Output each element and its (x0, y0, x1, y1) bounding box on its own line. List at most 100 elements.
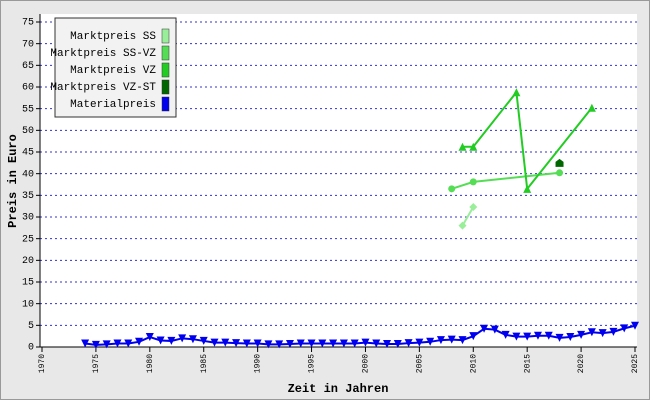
legend-swatch (161, 28, 170, 44)
marker (275, 340, 284, 349)
marker (296, 339, 305, 348)
legend-label: Marktpreis VZ (70, 65, 156, 77)
legend-label: Marktpreis SS (70, 31, 156, 43)
marker (426, 337, 435, 346)
marker (523, 332, 532, 341)
x-tick-label: 1980 (146, 354, 155, 373)
y-tick-label: 50 (22, 126, 34, 137)
marker (188, 335, 197, 344)
marker (469, 332, 478, 341)
x-tick-label: 1990 (254, 354, 263, 373)
marker (210, 338, 219, 347)
marker (447, 335, 456, 344)
marker (178, 334, 187, 343)
marker (361, 338, 370, 347)
y-tick-label: 40 (22, 169, 34, 180)
marker (577, 330, 586, 339)
marker (393, 339, 402, 348)
marker (135, 337, 144, 346)
y-tick-label: 10 (22, 299, 34, 310)
y-tick-label: 45 (22, 148, 34, 159)
x-tick-label: 1970 (38, 354, 47, 373)
x-tick-label: 2015 (523, 354, 532, 373)
y-axis-label: Preis in Euro (6, 134, 20, 228)
marker (501, 330, 510, 339)
marker (533, 331, 542, 340)
x-tick-label: 1985 (200, 354, 209, 373)
y-tick-label: 20 (22, 256, 34, 267)
marker (480, 324, 489, 333)
x-tick-label: 2010 (469, 354, 478, 373)
marker (318, 339, 327, 348)
marker (145, 333, 154, 342)
y-tick-label: 5 (28, 321, 34, 332)
series-line (461, 206, 475, 227)
marker (339, 339, 348, 348)
x-tick-label: 2020 (577, 354, 586, 373)
legend-label: Marktpreis VZ-ST (50, 82, 156, 94)
legend-label: Materialpreis (70, 99, 156, 111)
marker (523, 184, 532, 193)
marker (566, 333, 575, 342)
x-tick-label: 1975 (92, 354, 101, 373)
marker (102, 340, 111, 349)
y-tick-label: 30 (22, 213, 34, 224)
marker (631, 321, 639, 330)
y-tick-label: 75 (22, 18, 34, 29)
series-line (85, 324, 636, 346)
marker (587, 103, 596, 112)
x-tick-label: 2025 (631, 354, 640, 373)
marker (555, 158, 564, 167)
marker (620, 324, 629, 333)
legend-box (54, 17, 177, 118)
marker (609, 327, 618, 336)
marker (555, 333, 564, 342)
marker (264, 340, 273, 349)
y-tick-label: 35 (22, 191, 34, 202)
legend-label: Marktpreis SS-VZ (50, 48, 156, 60)
y-tick-label: 25 (22, 234, 34, 245)
marker (350, 339, 359, 348)
marker (221, 338, 230, 347)
marker (415, 338, 424, 347)
marker (458, 221, 467, 230)
y-tick-label: 0 (28, 343, 34, 354)
marker (285, 339, 294, 348)
marker (404, 339, 413, 348)
x-tick-label: 2000 (362, 354, 371, 373)
marker (448, 185, 456, 193)
legend-swatch (161, 45, 170, 61)
marker (469, 203, 478, 212)
marker (372, 339, 381, 348)
marker (329, 339, 338, 348)
marker (242, 339, 251, 348)
y-tick-label: 60 (22, 83, 34, 94)
marker (232, 339, 241, 348)
marker (469, 178, 477, 186)
legend-swatch (161, 79, 170, 95)
y-tick-label: 55 (22, 104, 34, 115)
marker (436, 336, 445, 345)
marker (458, 336, 467, 345)
y-tick-label: 15 (22, 278, 34, 289)
x-axis-label: Zeit in Jahren (288, 382, 389, 396)
marker (81, 339, 90, 348)
marker (156, 336, 165, 345)
marker (307, 339, 316, 348)
marker (167, 336, 176, 345)
marker (199, 336, 208, 345)
marker (556, 169, 564, 177)
y-tick-label: 70 (22, 39, 34, 50)
legend-swatch (161, 96, 170, 112)
marker (124, 339, 133, 348)
marker (598, 329, 607, 338)
marker (113, 339, 122, 348)
marker (458, 142, 467, 151)
marker (544, 331, 553, 340)
marker (587, 328, 596, 337)
x-tick-label: 1995 (308, 354, 317, 373)
marker (512, 88, 521, 97)
marker (490, 325, 499, 334)
marker (91, 340, 100, 349)
